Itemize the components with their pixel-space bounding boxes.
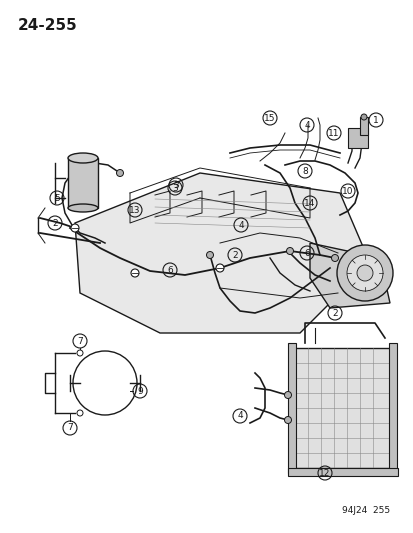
Text: 9: 9 xyxy=(137,386,142,395)
Circle shape xyxy=(206,252,213,259)
Circle shape xyxy=(131,269,139,277)
Bar xyxy=(359,117,367,135)
Text: 2: 2 xyxy=(331,309,337,318)
Circle shape xyxy=(360,114,366,120)
Text: 3: 3 xyxy=(172,183,178,192)
Text: 8: 8 xyxy=(301,166,307,175)
Ellipse shape xyxy=(68,204,98,212)
Text: 5: 5 xyxy=(54,193,60,203)
Circle shape xyxy=(336,245,392,301)
Bar xyxy=(287,343,295,473)
Text: 24-255: 24-255 xyxy=(18,18,78,33)
Text: 14: 14 xyxy=(304,198,315,207)
Circle shape xyxy=(116,169,123,176)
Circle shape xyxy=(284,392,291,399)
Text: 13: 13 xyxy=(129,206,140,214)
Circle shape xyxy=(71,224,79,232)
Text: 3: 3 xyxy=(173,181,178,190)
Circle shape xyxy=(356,265,372,281)
Circle shape xyxy=(284,416,291,424)
Bar xyxy=(68,158,98,208)
Circle shape xyxy=(77,410,83,416)
Bar xyxy=(347,128,367,148)
Ellipse shape xyxy=(68,153,98,163)
Circle shape xyxy=(286,247,293,254)
Text: 6: 6 xyxy=(167,265,173,274)
Circle shape xyxy=(216,264,223,272)
Text: 7: 7 xyxy=(67,424,73,432)
Polygon shape xyxy=(75,173,369,333)
Bar xyxy=(294,348,389,468)
Circle shape xyxy=(77,350,83,356)
Bar xyxy=(287,468,397,476)
Text: 7: 7 xyxy=(77,336,83,345)
Text: 6: 6 xyxy=(304,248,309,257)
Text: 10: 10 xyxy=(342,187,353,196)
Text: 4: 4 xyxy=(304,120,309,130)
Text: 2: 2 xyxy=(52,219,58,228)
Text: 11: 11 xyxy=(328,128,339,138)
Circle shape xyxy=(331,254,338,262)
Text: 2: 2 xyxy=(232,251,237,260)
Polygon shape xyxy=(309,243,389,308)
Text: 4: 4 xyxy=(237,221,243,230)
Text: 15: 15 xyxy=(263,114,275,123)
Text: 12: 12 xyxy=(318,469,330,478)
Text: 1: 1 xyxy=(372,116,378,125)
Text: 4: 4 xyxy=(237,411,242,421)
Circle shape xyxy=(346,255,382,291)
Bar xyxy=(388,343,396,473)
Text: 94J24  255: 94J24 255 xyxy=(341,506,389,515)
